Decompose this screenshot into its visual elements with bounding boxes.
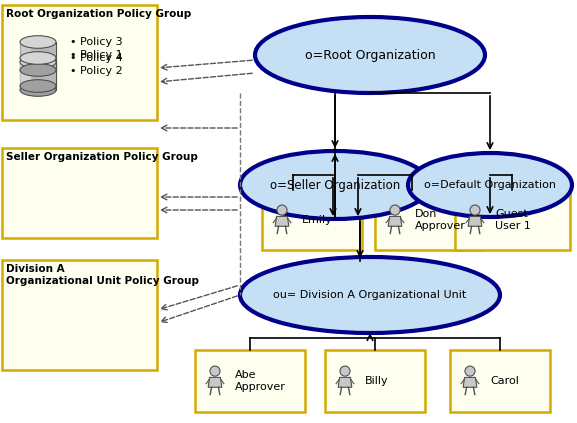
FancyBboxPatch shape: [2, 260, 157, 370]
FancyBboxPatch shape: [325, 350, 425, 412]
FancyBboxPatch shape: [375, 190, 480, 250]
Text: • Policy 1: • Policy 1: [70, 50, 123, 60]
Polygon shape: [338, 377, 352, 387]
Text: Emily: Emily: [302, 215, 333, 225]
Text: o=Seller Organization: o=Seller Organization: [270, 179, 400, 192]
Ellipse shape: [20, 56, 56, 68]
Text: Abe
Approver: Abe Approver: [235, 370, 286, 392]
Ellipse shape: [20, 84, 56, 96]
FancyBboxPatch shape: [20, 42, 56, 70]
Text: • Policy 2: • Policy 2: [70, 66, 123, 76]
FancyBboxPatch shape: [20, 58, 31, 86]
Text: Seller Organization Policy Group: Seller Organization Policy Group: [6, 152, 198, 162]
Text: Root Organization Policy Group: Root Organization Policy Group: [6, 9, 191, 19]
FancyBboxPatch shape: [2, 148, 157, 238]
Text: ou= Division A Organizational Unit: ou= Division A Organizational Unit: [273, 290, 467, 300]
Text: Carol: Carol: [490, 376, 519, 386]
Ellipse shape: [255, 17, 485, 93]
Text: • Policy 3: • Policy 3: [70, 37, 123, 47]
Text: Division A: Division A: [6, 264, 65, 274]
Text: o=Default Organization: o=Default Organization: [424, 180, 556, 190]
Text: Don
Approver: Don Approver: [415, 209, 466, 231]
FancyBboxPatch shape: [455, 190, 570, 250]
Ellipse shape: [408, 153, 572, 217]
Ellipse shape: [240, 257, 500, 333]
Ellipse shape: [20, 64, 56, 76]
FancyBboxPatch shape: [450, 350, 550, 412]
Polygon shape: [275, 217, 289, 226]
Circle shape: [465, 366, 475, 376]
Ellipse shape: [240, 151, 430, 219]
Text: • Policy 4: • Policy 4: [70, 53, 123, 63]
Ellipse shape: [20, 80, 56, 92]
Polygon shape: [208, 377, 222, 387]
Polygon shape: [468, 217, 482, 226]
FancyBboxPatch shape: [2, 5, 157, 120]
Circle shape: [210, 366, 220, 376]
Circle shape: [470, 205, 480, 215]
FancyBboxPatch shape: [20, 42, 31, 70]
Ellipse shape: [20, 36, 56, 48]
Text: Billy: Billy: [365, 376, 389, 386]
FancyBboxPatch shape: [20, 62, 56, 90]
Text: Organizational Unit Policy Group: Organizational Unit Policy Group: [6, 276, 199, 286]
Text: o=Root Organization: o=Root Organization: [305, 49, 435, 61]
FancyBboxPatch shape: [195, 350, 305, 412]
Text: Guest
User 1: Guest User 1: [495, 209, 531, 231]
Ellipse shape: [20, 52, 56, 64]
Circle shape: [340, 366, 350, 376]
Polygon shape: [463, 377, 477, 387]
FancyBboxPatch shape: [20, 58, 56, 86]
Circle shape: [277, 205, 287, 215]
Polygon shape: [388, 217, 402, 226]
FancyBboxPatch shape: [262, 190, 362, 250]
FancyBboxPatch shape: [20, 62, 31, 90]
Circle shape: [390, 205, 400, 215]
